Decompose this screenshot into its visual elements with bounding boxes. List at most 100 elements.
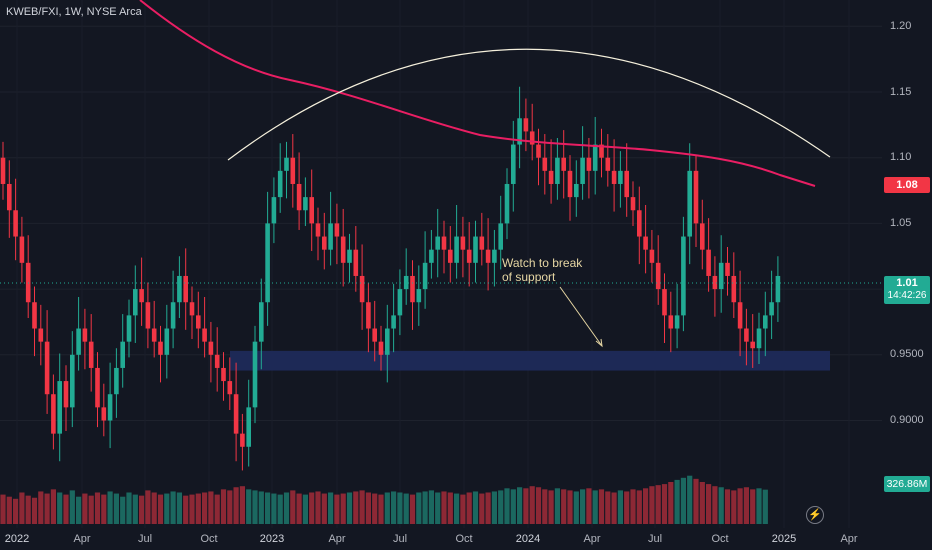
- volume-bar: [258, 491, 264, 524]
- volume-bar: [353, 491, 359, 524]
- volume-bar: [668, 482, 674, 524]
- candle-body: [296, 183, 302, 211]
- volume-bar: [403, 493, 409, 524]
- volume-bar: [630, 489, 636, 524]
- volume-bar: [617, 490, 623, 524]
- candle-body: [120, 341, 125, 368]
- candle-body: [416, 289, 422, 303]
- candle-body: [674, 315, 680, 329]
- volume-bar: [57, 492, 63, 524]
- candle-body: [403, 275, 409, 290]
- time-label: Apr: [583, 533, 601, 545]
- candle-body: [126, 315, 132, 342]
- volume-bar: [365, 492, 371, 524]
- volume-bar: [321, 493, 327, 524]
- candle-body: [655, 262, 661, 290]
- candle-body: [32, 302, 37, 329]
- volume-bar: [120, 496, 126, 524]
- volume-bar: [88, 495, 94, 524]
- candle-body: [592, 144, 598, 171]
- candle-body: [51, 394, 56, 434]
- volume-bar: [6, 496, 12, 524]
- price-scale[interactable]: 1.20 1.15 1.10 1.05 0.9500 0.9000: [882, 0, 932, 528]
- volume-bar: [372, 493, 378, 524]
- volume-bar: [246, 489, 252, 524]
- volume-bar: [624, 491, 630, 524]
- volume-bar: [113, 493, 119, 524]
- symbol-title[interactable]: KWEB/FXI, 1W, NYSE Arca: [6, 6, 142, 18]
- volume-bar: [756, 488, 762, 524]
- volume-bar: [580, 489, 586, 524]
- volume-bar: [183, 495, 189, 524]
- volume-bar: [743, 487, 749, 524]
- volume-bar: [82, 493, 88, 524]
- moving-average-line: [139, 0, 816, 187]
- time-scale[interactable]: 2022 Apr Jul Oct 2023 Apr Jul Oct 2024 A…: [0, 528, 882, 550]
- candle-body: [693, 170, 699, 224]
- volume-bar: [706, 484, 712, 524]
- volume-bar: [139, 495, 145, 524]
- volume-bar: [517, 487, 523, 524]
- candle-body: [246, 407, 251, 447]
- candle-body: [737, 302, 743, 329]
- bar-countdown: 14:42:26: [887, 290, 927, 301]
- volume-bar: [573, 491, 579, 524]
- volume-bar: [227, 490, 233, 524]
- price-chart[interactable]: [0, 0, 882, 528]
- candle-body: [177, 275, 182, 303]
- price-tick: 1.10: [890, 151, 912, 163]
- volume-bar: [76, 496, 82, 524]
- volume-bar: [19, 492, 25, 524]
- candle-body: [0, 157, 6, 184]
- candle-body: [139, 289, 144, 303]
- annotation-arrow[interactable]: [559, 286, 603, 348]
- candle-body: [227, 381, 233, 395]
- volume-bar: [164, 493, 170, 524]
- time-label: Apr: [840, 533, 858, 545]
- candle-body: [70, 354, 75, 408]
- time-label: 2022: [4, 533, 30, 545]
- volume-bar: [731, 490, 737, 524]
- candle-body: [466, 249, 472, 263]
- volume-bar: [510, 489, 516, 524]
- volume-bar: [724, 489, 731, 524]
- candle-body: [454, 236, 459, 263]
- volume-bar: [189, 494, 195, 524]
- arc-drawing[interactable]: [227, 48, 831, 161]
- candle-body: [397, 289, 403, 316]
- volume-bar: [233, 487, 239, 524]
- volume-bars: [0, 475, 768, 524]
- candle-body: [637, 210, 642, 237]
- volume-bar: [693, 478, 699, 524]
- volume-bar: [340, 493, 346, 524]
- candle-body: [725, 262, 730, 276]
- candle-body: [460, 236, 466, 250]
- volume-bar: [13, 498, 19, 524]
- volume-bar: [762, 489, 768, 524]
- time-label: Jul: [137, 533, 153, 545]
- volume-bar: [38, 491, 44, 524]
- candle-body: [170, 302, 176, 329]
- candle-body: [359, 275, 365, 303]
- volume-bar: [25, 495, 31, 524]
- candle-body: [700, 223, 705, 250]
- volume-bar: [214, 494, 220, 524]
- candle-body: [372, 328, 377, 342]
- annotation-text[interactable]: Watch to break of support: [502, 256, 583, 284]
- candle-body: [133, 289, 138, 316]
- time-label: Oct: [711, 533, 729, 545]
- volume-bar: [220, 489, 227, 524]
- lightning-icon[interactable]: ⚡: [806, 506, 824, 524]
- volume-bar: [586, 488, 592, 524]
- candle-body: [712, 275, 718, 290]
- volume-bar: [397, 492, 403, 524]
- volume-bar: [132, 494, 138, 524]
- candle-body: [536, 144, 541, 158]
- volume-bar: [447, 492, 453, 524]
- candle-body: [744, 328, 749, 342]
- time-label: Oct: [200, 533, 218, 545]
- volume-bar: [170, 491, 176, 524]
- candle-body: [366, 302, 371, 329]
- volume-bar: [699, 482, 705, 524]
- volume-bar: [176, 492, 182, 524]
